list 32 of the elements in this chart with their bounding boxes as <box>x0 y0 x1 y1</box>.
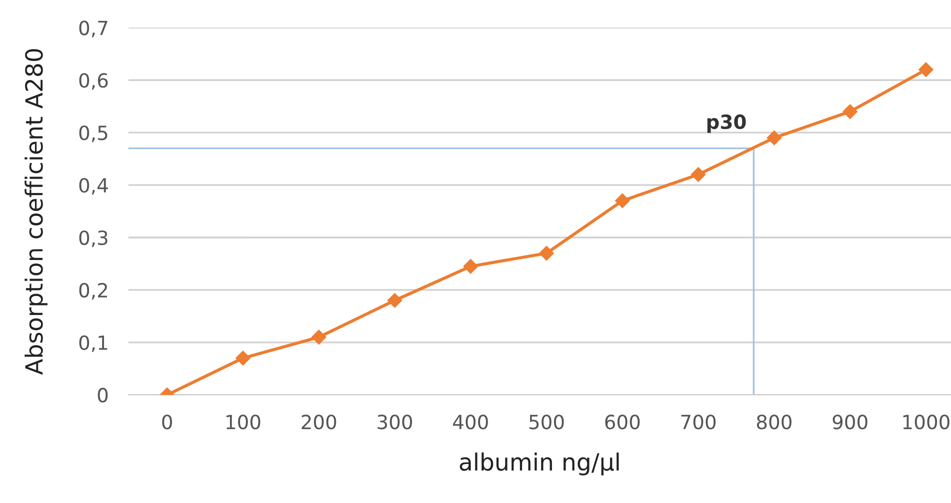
y-tick-label: 0,4 <box>79 178 108 195</box>
x-tick-label: 600 <box>605 414 640 430</box>
x-tick-label: 900 <box>832 414 868 430</box>
point <box>539 246 554 261</box>
point <box>311 330 326 345</box>
point <box>690 167 706 182</box>
y-tick-label: 0 <box>98 388 108 403</box>
point <box>463 258 478 274</box>
y-tick-label: 0,3 <box>79 230 108 248</box>
point <box>236 350 250 366</box>
point <box>615 193 630 208</box>
x-tick-label: 0 <box>162 414 172 430</box>
x-tick-label: 200 <box>302 414 336 430</box>
y-axis-title: Absorption coefficient A280 <box>24 49 48 375</box>
y-tick-label: 0,2 <box>79 282 107 300</box>
point <box>766 130 782 146</box>
x-tick-label: 100 <box>226 414 260 430</box>
point <box>918 62 934 78</box>
x-tick-label: 500 <box>529 414 564 430</box>
x-tick-label: 700 <box>681 414 716 430</box>
point <box>842 104 858 119</box>
y-tick-label: 0,5 <box>79 126 108 142</box>
x-tick-label: 400 <box>453 414 488 430</box>
y-tick-label: 0,1 <box>79 335 108 352</box>
y-tick-label: 0,7 <box>79 20 108 38</box>
y-tick-label: 0,6 <box>79 73 108 90</box>
x-tick-label: 800 <box>756 414 792 430</box>
x-axis-title: albumin ng/µl <box>460 452 619 476</box>
x-tick-label: 1000 <box>903 414 950 430</box>
point <box>387 293 402 308</box>
annotation: p30 <box>707 114 746 133</box>
x-tick-label: 300 <box>378 414 412 430</box>
